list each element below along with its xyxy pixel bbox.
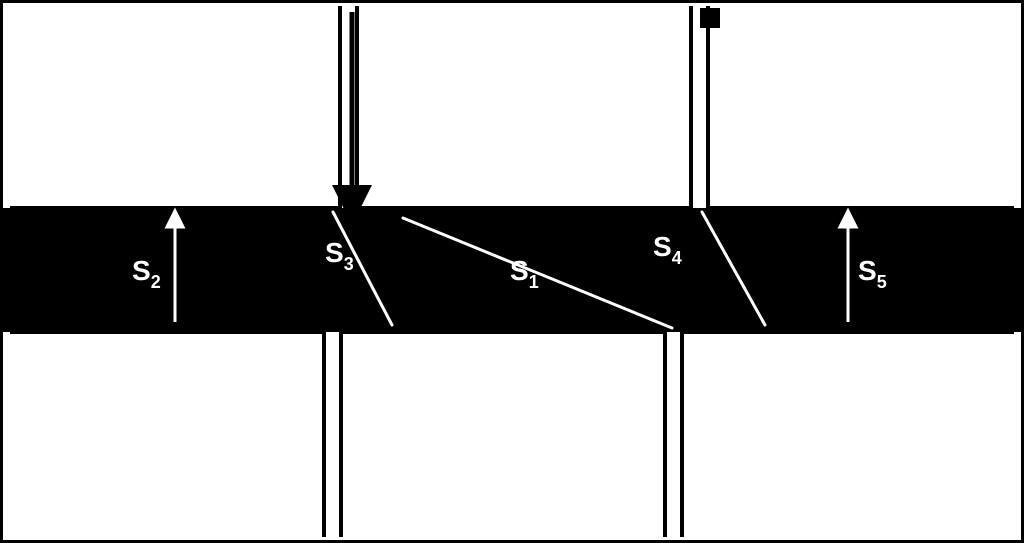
diagram-canvas: S2S3S1S4S5 [0, 0, 1024, 543]
top-accent-mark [700, 8, 720, 28]
